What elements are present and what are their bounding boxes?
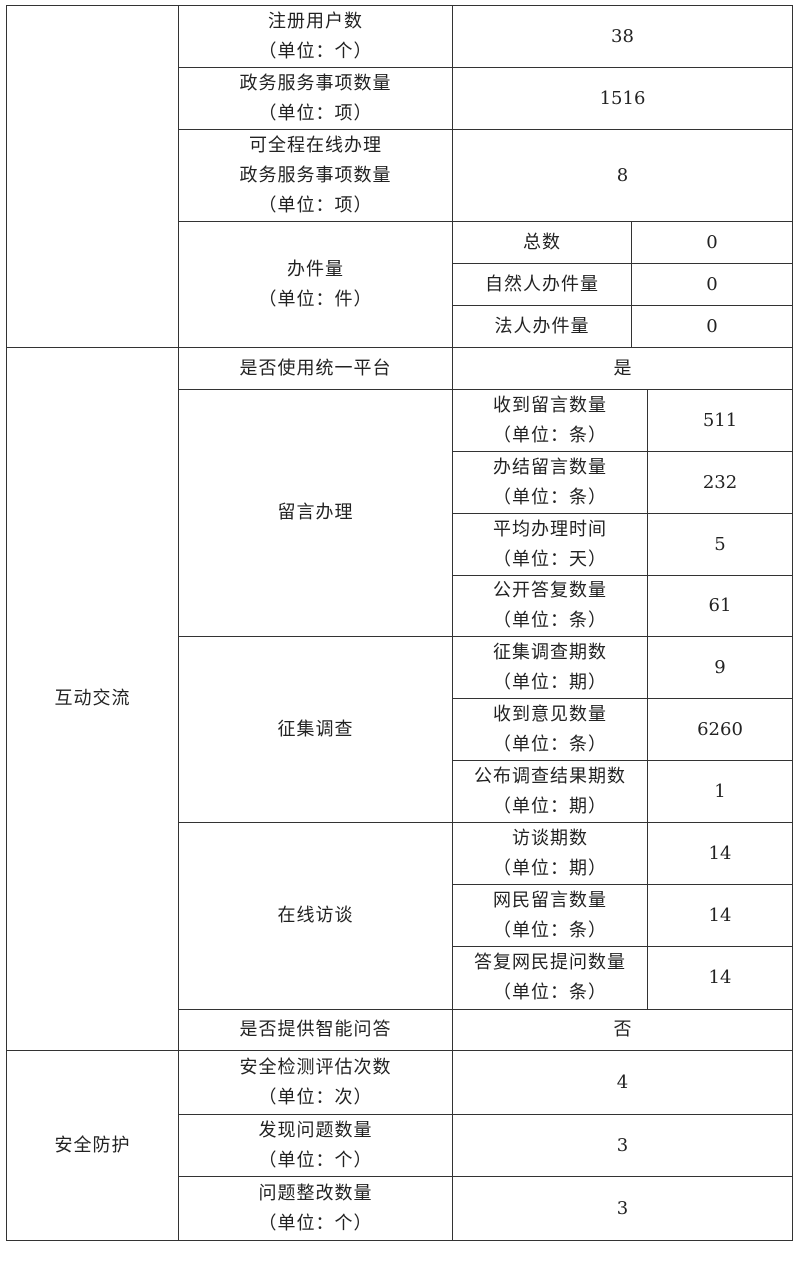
row-label: 问题整改数量 （单位：个）	[178, 1176, 453, 1241]
sub-value: 14	[647, 822, 793, 885]
row-label: 是否提供智能问答	[178, 1009, 453, 1051]
row-value: 3	[452, 1176, 793, 1241]
row-label: 注册用户数 （单位：个）	[178, 5, 453, 68]
sub-value: 511	[647, 389, 793, 452]
group-label: 办件量 （单位：件）	[178, 221, 453, 348]
sub-value: 9	[647, 636, 793, 699]
section-label: 互动交流	[6, 347, 179, 1051]
sub-label: 收到意见数量 （单位：条）	[452, 698, 648, 761]
sub-value: 14	[647, 946, 793, 1010]
sub-value: 0	[631, 263, 793, 306]
sub-label: 办结留言数量 （单位：条）	[452, 451, 648, 514]
group-label: 征集调查	[178, 636, 453, 823]
row-value: 是	[452, 347, 793, 390]
row-value: 4	[452, 1050, 793, 1115]
sub-label: 访谈期数 （单位：期）	[452, 822, 648, 885]
sub-label: 自然人办件量	[452, 263, 632, 306]
sub-label: 答复网民提问数量 （单位：条）	[452, 946, 648, 1010]
group-label: 留言办理	[178, 389, 453, 637]
section-cell-empty	[6, 5, 179, 348]
sub-value: 232	[647, 451, 793, 514]
sub-value: 5	[647, 513, 793, 576]
row-value: 38	[452, 5, 793, 68]
sub-value: 1	[647, 760, 793, 823]
section-label: 安全防护	[6, 1050, 179, 1241]
sub-label: 收到留言数量 （单位：条）	[452, 389, 648, 452]
row-value: 3	[452, 1114, 793, 1177]
sub-label: 平均办理时间 （单位：天）	[452, 513, 648, 576]
row-label: 是否使用统一平台	[178, 347, 453, 390]
sub-label: 总数	[452, 221, 632, 264]
sub-value: 14	[647, 884, 793, 947]
sub-value: 0	[631, 221, 793, 264]
sub-value: 6260	[647, 698, 793, 761]
row-label: 发现问题数量 （单位：个）	[178, 1114, 453, 1177]
sub-label: 公布调查结果期数 （单位：期）	[452, 760, 648, 823]
sub-label: 法人办件量	[452, 305, 632, 348]
row-label: 政务服务事项数量 （单位：项）	[178, 67, 453, 130]
row-value: 否	[452, 1009, 793, 1051]
row-value: 1516	[452, 67, 793, 130]
row-label: 安全检测评估次数 （单位：次）	[178, 1050, 453, 1115]
row-label: 可全程在线办理 政务服务事项数量 （单位：项）	[178, 129, 453, 222]
sub-label: 征集调查期数 （单位：期）	[452, 636, 648, 699]
sub-label: 网民留言数量 （单位：条）	[452, 884, 648, 947]
group-label: 在线访谈	[178, 822, 453, 1010]
row-value: 8	[452, 129, 793, 222]
sub-value: 61	[647, 575, 793, 637]
sub-value: 0	[631, 305, 793, 348]
sub-label: 公开答复数量 （单位：条）	[452, 575, 648, 637]
